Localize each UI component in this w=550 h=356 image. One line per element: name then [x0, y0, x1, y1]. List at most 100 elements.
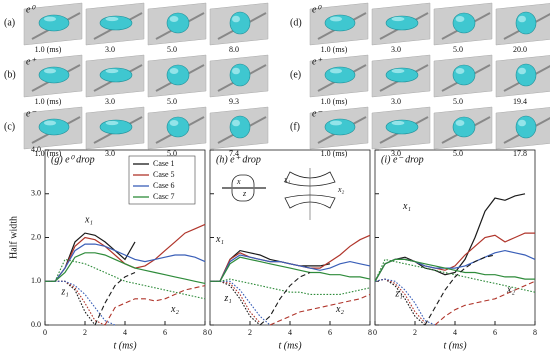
y-tick-label: 1.0 — [31, 276, 41, 285]
highlight — [232, 67, 240, 75]
highlight — [518, 67, 526, 75]
highlight — [232, 119, 240, 127]
row-label: (e) — [290, 69, 301, 80]
x-axis-label: t (ms) — [113, 340, 137, 351]
highlight — [330, 68, 342, 74]
x-tick-label: 2 — [413, 328, 417, 337]
x-tick-label: 0 — [373, 328, 377, 337]
drop-label: e⁺ — [312, 56, 322, 67]
series-line — [45, 223, 206, 282]
highlight — [330, 120, 342, 126]
inset-label: z — [242, 189, 247, 198]
droplet — [515, 63, 537, 87]
annotation: z₁ — [223, 293, 231, 304]
annotation: x₂ — [506, 284, 515, 295]
y-tick-label: 4.0 — [31, 145, 41, 154]
x-tick-label: 6 — [328, 328, 332, 337]
time-label: 1.0 (ms) — [35, 97, 62, 106]
time-label: 3.0 — [391, 45, 401, 54]
chart-title: (h) e⁺ drop — [216, 154, 261, 165]
inset-sheet — [284, 171, 336, 209]
x-tick-label: 8 — [203, 328, 207, 337]
time-label: 1.0 (ms) — [321, 45, 348, 54]
chart-title: (i) e⁻ drop — [381, 154, 424, 165]
series-line — [210, 256, 371, 282]
series-line — [374, 232, 535, 282]
series-line — [45, 232, 136, 282]
series-line — [104, 285, 206, 326]
annotation: x₂ — [170, 304, 179, 315]
drop-label: e⁻ — [312, 108, 322, 119]
droplet — [166, 64, 190, 86]
row-label: (c) — [4, 121, 15, 132]
x-tick-label: 6 — [493, 328, 497, 337]
series-line — [210, 280, 261, 324]
series-line — [424, 254, 496, 326]
inset-label: x — [236, 177, 241, 186]
highlight — [455, 68, 465, 74]
time-label: 5.0 — [453, 45, 463, 54]
time-label: 8.0 — [229, 45, 239, 54]
row-label: (b) — [4, 69, 16, 80]
droplet — [229, 115, 251, 139]
highlight — [44, 16, 56, 22]
series-line — [374, 258, 535, 282]
highlight — [391, 120, 405, 126]
time-label: 20.0 — [513, 45, 527, 54]
y-tick-label: 3.0 — [31, 189, 41, 198]
highlight — [391, 16, 405, 22]
y-tick-label: 2.0 — [31, 232, 41, 241]
highlight — [455, 16, 465, 22]
annotation: z₁ — [394, 289, 402, 300]
x-tick-label: 2 — [248, 328, 252, 337]
time-label: 19.4 — [513, 97, 527, 106]
series-line — [434, 280, 536, 326]
highlight — [105, 68, 119, 74]
drop-label: e⁰ — [26, 4, 36, 15]
highlight — [391, 68, 405, 74]
highlight — [518, 15, 526, 23]
series-line — [374, 278, 426, 324]
x-tick-label: 2 — [83, 328, 87, 337]
highlight — [44, 68, 56, 74]
droplet — [515, 115, 537, 139]
x-tick-label: 0 — [43, 328, 47, 337]
time-label: 7.4 — [229, 149, 239, 158]
drop-label: e⁺ — [26, 56, 36, 67]
series-line — [210, 280, 271, 326]
time-label: 3.0 — [391, 149, 401, 158]
chart-title: (g) e⁰ drop — [51, 154, 95, 165]
droplet — [166, 116, 190, 138]
annotation: z₁ — [60, 286, 68, 297]
inset-label: x₂ — [337, 185, 345, 194]
y-tick-label: 0.0 — [31, 320, 41, 329]
time-label: 1.0 (ms) — [35, 45, 62, 54]
highlight — [330, 16, 342, 22]
x-axis-label: t (ms) — [278, 340, 302, 351]
highlight — [169, 68, 179, 74]
annotation: x₁ — [402, 201, 411, 212]
legend-label: Case 6 — [153, 181, 175, 190]
time-label: 1.0 (ms) — [321, 97, 348, 106]
droplet — [229, 63, 251, 87]
series-line — [269, 293, 371, 326]
x-tick-label: 6 — [163, 328, 167, 337]
series-line — [210, 280, 261, 326]
droplet — [452, 116, 476, 138]
droplet — [229, 11, 251, 35]
row-label: (f) — [290, 121, 300, 132]
legend-label: Casc 7 — [153, 192, 175, 201]
highlight — [518, 119, 526, 127]
x-tick-label: 0 — [208, 328, 212, 337]
time-label: 1.0 (ms) — [35, 149, 62, 158]
legend-label: Case 5 — [153, 170, 175, 179]
drop-label: e⁻ — [26, 108, 36, 119]
series-line — [45, 243, 206, 282]
annotation: x₁ — [84, 214, 93, 225]
series-line — [45, 280, 106, 326]
time-label: 9.3 — [229, 97, 239, 106]
series-line — [45, 252, 206, 284]
series-line — [210, 254, 371, 282]
droplet — [166, 12, 190, 34]
x-tick-label: 8 — [368, 328, 372, 337]
